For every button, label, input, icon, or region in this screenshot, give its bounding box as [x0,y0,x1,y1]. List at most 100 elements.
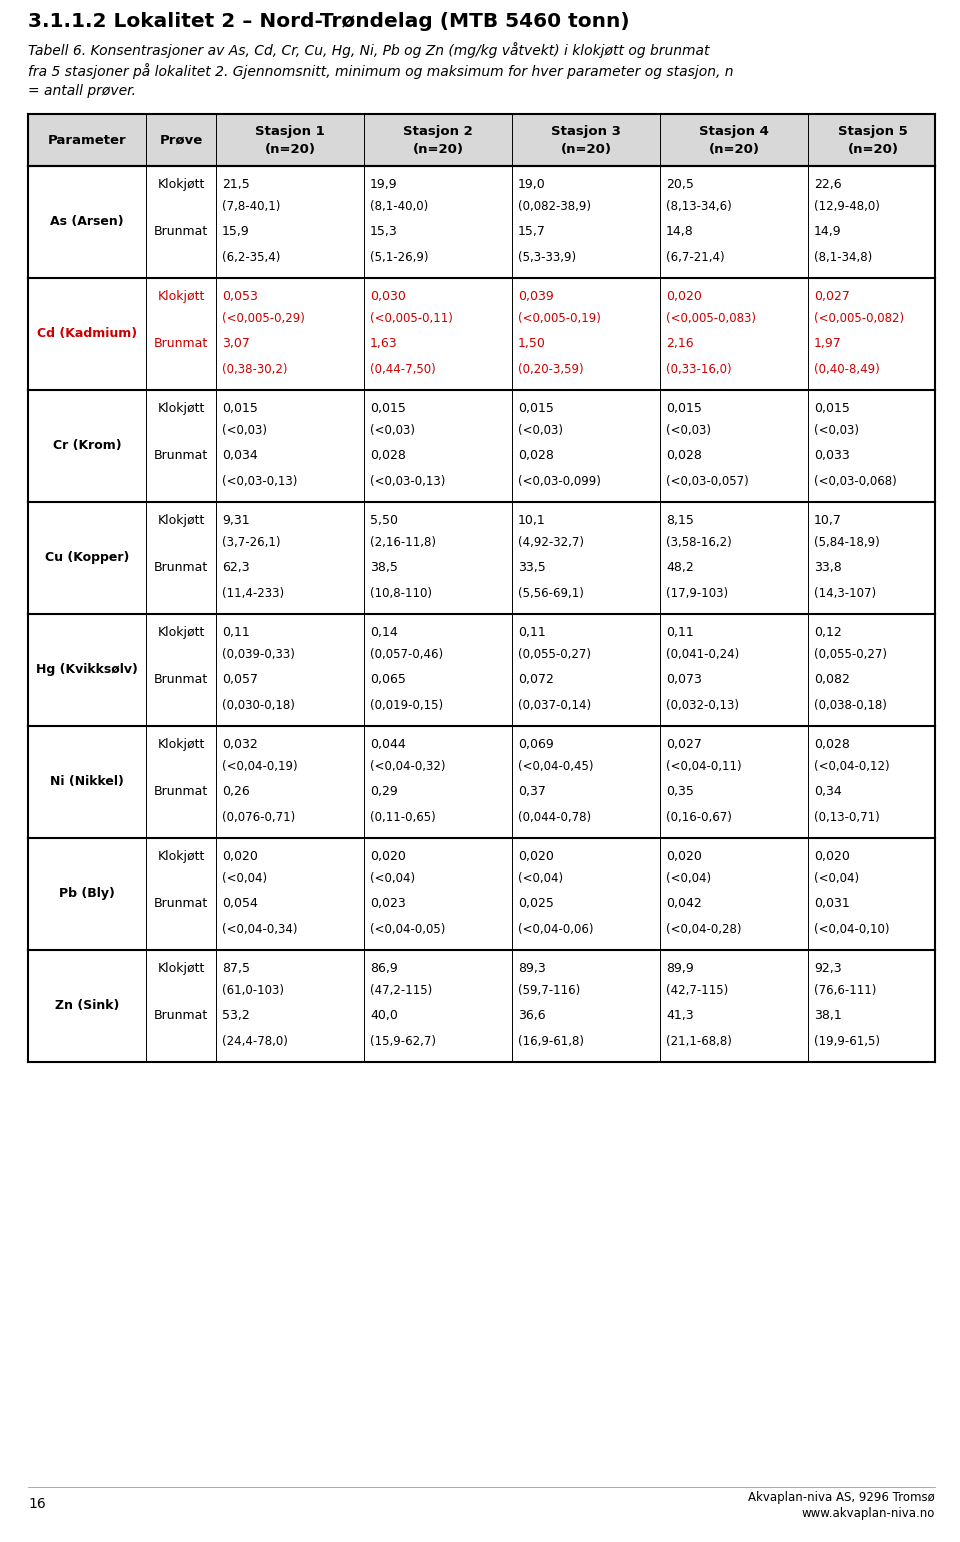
Text: (8,1-34,8): (8,1-34,8) [814,251,873,264]
Text: 15,3: 15,3 [370,225,397,237]
Text: 0,034: 0,034 [222,449,257,463]
Text: (4,92-32,7): (4,92-32,7) [518,535,584,549]
Text: As (Arsen): As (Arsen) [50,216,124,228]
Text: (<0,03-0,068): (<0,03-0,068) [814,475,897,487]
Text: 0,015: 0,015 [814,402,850,415]
Text: (<0,04-0,12): (<0,04-0,12) [814,760,890,773]
Text: 0,039: 0,039 [518,290,554,302]
Text: 89,9: 89,9 [666,962,694,975]
Text: (3,7-26,1): (3,7-26,1) [222,535,280,549]
Text: (24,4-78,0): (24,4-78,0) [222,1035,288,1047]
Text: 15,9: 15,9 [222,225,250,237]
Text: 0,020: 0,020 [518,850,554,864]
Text: 0,028: 0,028 [666,449,702,463]
Text: (17,9-103): (17,9-103) [666,588,728,600]
Text: 33,8: 33,8 [814,561,842,574]
Text: Klokjøtt: Klokjøtt [157,177,204,191]
Text: (<0,04): (<0,04) [222,871,267,885]
Text: (19,9-61,5): (19,9-61,5) [814,1035,880,1047]
Bar [28,614,935,726]
Text: Stasjon 1: Stasjon 1 [255,125,324,137]
Text: (<0,005-0,082): (<0,005-0,082) [814,311,904,325]
Text: 33,5: 33,5 [518,561,545,574]
Text: (12,9-48,0): (12,9-48,0) [814,200,880,213]
Text: www.akvaplan-niva.no: www.akvaplan-niva.no [802,1508,935,1520]
Text: (<0,04-0,45): (<0,04-0,45) [518,760,593,773]
Bar [28,726,935,837]
Text: 0,015: 0,015 [518,402,554,415]
Text: Cd (Kadmium): Cd (Kadmium) [36,327,137,341]
Text: 0,028: 0,028 [814,739,850,751]
Text: 0,033: 0,033 [814,449,850,463]
Text: (<0,04-0,19): (<0,04-0,19) [222,760,298,773]
Text: Brunmat: Brunmat [154,785,208,799]
Text: (0,030-0,18): (0,030-0,18) [222,699,295,712]
Text: Klokjøtt: Klokjøtt [157,962,204,975]
Text: (<0,04-0,11): (<0,04-0,11) [666,760,742,773]
Text: 1,97: 1,97 [814,338,842,350]
Text: 0,072: 0,072 [518,672,554,686]
Text: fra 5 stasjoner på lokalitet 2. Gjennomsnitt, minimum og maksimum for hver param: fra 5 stasjoner på lokalitet 2. Gjennoms… [28,63,733,79]
Text: (6,2-35,4): (6,2-35,4) [222,251,280,264]
Text: (<0,04-0,28): (<0,04-0,28) [666,922,741,936]
Text: (0,13-0,71): (0,13-0,71) [814,811,879,823]
Text: 38,1: 38,1 [814,1008,842,1022]
Text: 16: 16 [28,1497,46,1511]
Text: Ni (Nikkel): Ni (Nikkel) [50,776,124,788]
Text: 0,37: 0,37 [518,785,546,799]
Text: (0,032-0,13): (0,032-0,13) [666,699,739,712]
Bar [28,278,935,390]
Text: (0,057-0,46): (0,057-0,46) [370,648,444,662]
Text: 0,082: 0,082 [814,672,850,686]
Text: Brunmat: Brunmat [154,897,208,910]
Text: (n=20): (n=20) [848,142,899,156]
Text: (<0,04-0,32): (<0,04-0,32) [370,760,445,773]
Text: (5,56-69,1): (5,56-69,1) [518,588,584,600]
Text: 0,030: 0,030 [370,290,406,302]
Bar [28,950,935,1062]
Text: 0,35: 0,35 [666,785,694,799]
Text: (0,041-0,24): (0,041-0,24) [666,648,739,662]
Text: 10,1: 10,1 [518,513,545,527]
Text: Akvaplan-niva AS, 9296 Tromsø: Akvaplan-niva AS, 9296 Tromsø [748,1491,935,1505]
Text: (<0,03): (<0,03) [370,424,415,436]
Text: (0,16-0,67): (0,16-0,67) [666,811,732,823]
Text: 0,023: 0,023 [370,897,406,910]
Text: (n=20): (n=20) [413,142,464,156]
Text: (21,1-68,8): (21,1-68,8) [666,1035,732,1047]
Text: (0,038-0,18): (0,038-0,18) [814,699,887,712]
Text: 92,3: 92,3 [814,962,842,975]
Text: 0,069: 0,069 [518,739,554,751]
Text: Parameter: Parameter [48,134,127,146]
Text: 0,29: 0,29 [370,785,397,799]
Text: 14,8: 14,8 [666,225,694,237]
Text: 0,14: 0,14 [370,626,397,638]
Text: Klokjøtt: Klokjøtt [157,850,204,864]
Text: 62,3: 62,3 [222,561,250,574]
Text: 0,020: 0,020 [666,850,702,864]
Text: 0,054: 0,054 [222,897,258,910]
Text: 0,025: 0,025 [518,897,554,910]
Text: (0,38-30,2): (0,38-30,2) [222,362,287,376]
Text: (<0,04-0,05): (<0,04-0,05) [370,922,445,936]
Text: 2,16: 2,16 [666,338,694,350]
Text: (10,8-110): (10,8-110) [370,588,432,600]
Text: 20,5: 20,5 [666,177,694,191]
Text: (0,40-8,49): (0,40-8,49) [814,362,879,376]
Text: (<0,04-0,34): (<0,04-0,34) [222,922,298,936]
Text: 19,0: 19,0 [518,177,545,191]
Text: 40,0: 40,0 [370,1008,397,1022]
Text: (<0,03-0,13): (<0,03-0,13) [222,475,298,487]
Text: Klokjøtt: Klokjøtt [157,402,204,415]
Text: 0,11: 0,11 [666,626,694,638]
Text: 0,027: 0,027 [666,739,702,751]
Text: (42,7-115): (42,7-115) [666,984,729,996]
Text: 0,12: 0,12 [814,626,842,638]
Text: (5,1-26,9): (5,1-26,9) [370,251,428,264]
Text: Klokjøtt: Klokjøtt [157,739,204,751]
Text: 53,2: 53,2 [222,1008,250,1022]
Text: (n=20): (n=20) [265,142,316,156]
Text: (<0,005-0,11): (<0,005-0,11) [370,311,453,325]
Text: Cr (Krom): Cr (Krom) [53,439,121,452]
Text: Brunmat: Brunmat [154,338,208,350]
